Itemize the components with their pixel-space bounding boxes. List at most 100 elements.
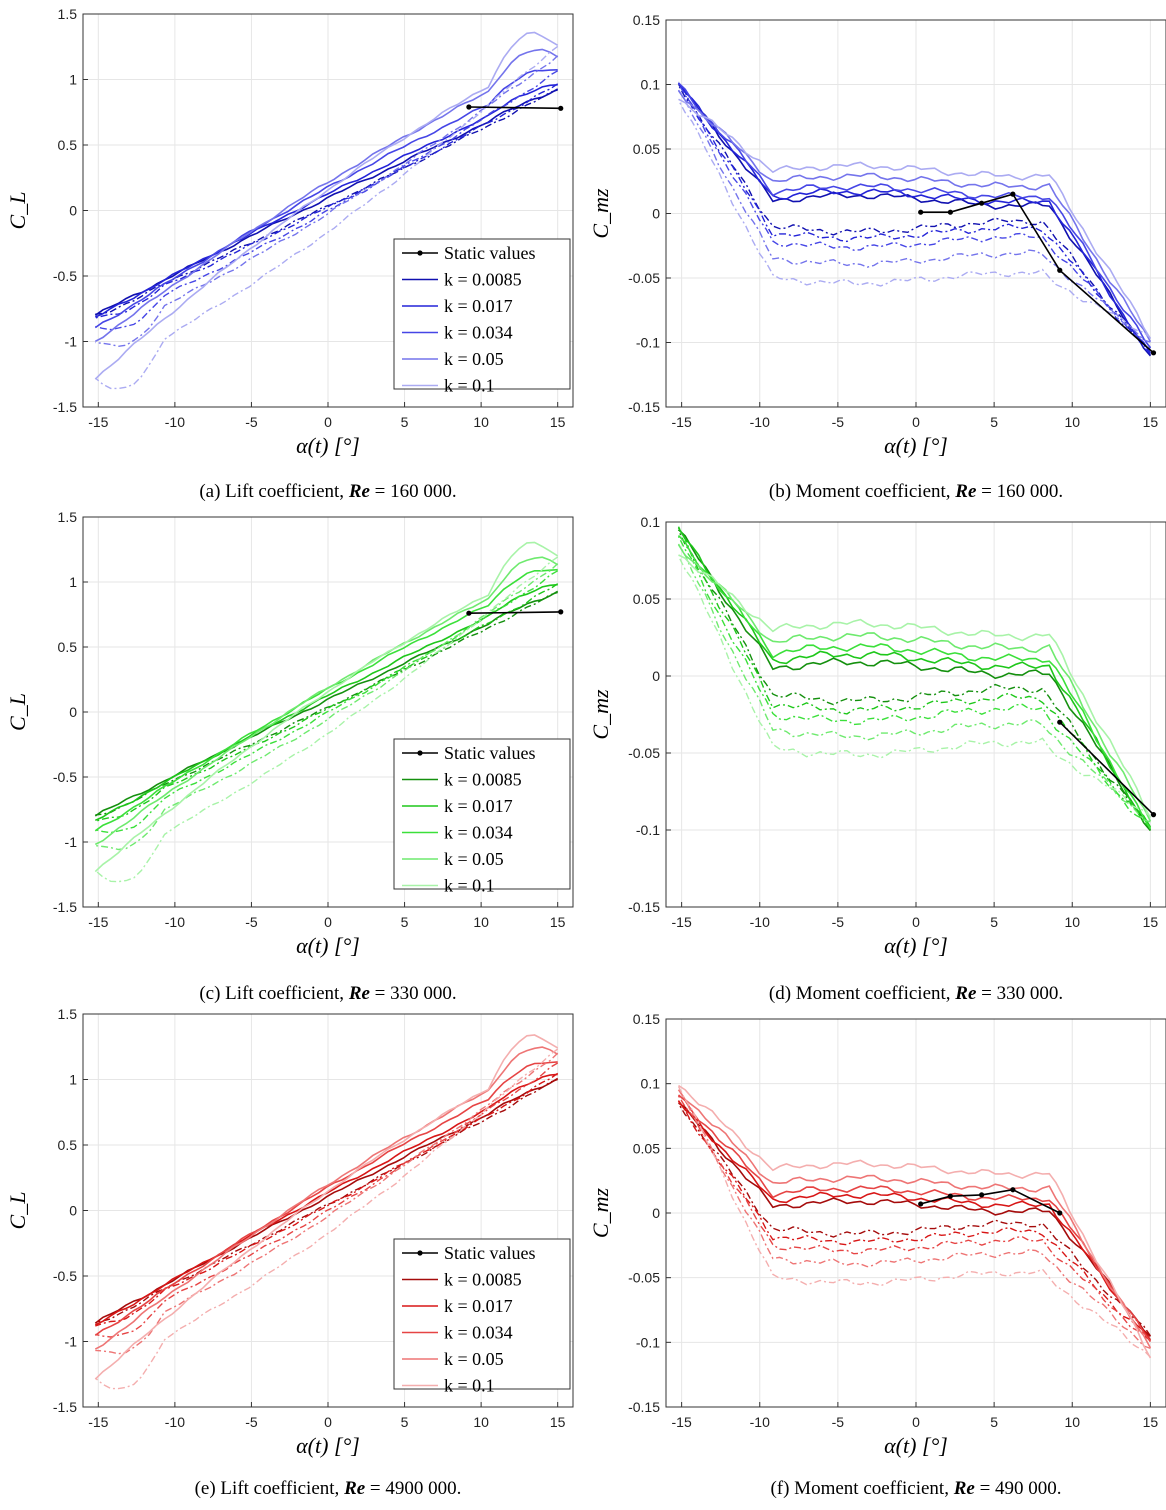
y-tick-label: -0.1 (636, 335, 660, 351)
series-group (677, 81, 1157, 357)
series-line-k5-downstroke (94, 1048, 559, 1390)
caption-a: (a) Lift coefficient, Re = 160 000. (199, 481, 457, 502)
legend: Static values k = 0.0085 k = 0.017 k = 0.03… (393, 1238, 571, 1396)
static-values-line (920, 193, 1155, 354)
x-tick-label: 15 (550, 914, 566, 930)
chart-panel-5: -15 -10 -5 0 5 10 15 -1.5 -1 -0.5 0 0.5 1 1.5 α(t) [°]… (5, 1006, 574, 1458)
series-line-k5-upstroke (94, 541, 559, 873)
static-point (979, 200, 985, 206)
series-line-k4-upstroke (94, 1046, 559, 1350)
y-tick-label: -0.15 (628, 399, 660, 415)
series-group (677, 1084, 1152, 1359)
y-tick-label: 1.5 (58, 6, 78, 22)
y-tick-label: 0 (652, 1205, 660, 1221)
x-tick-label: 0 (324, 1414, 332, 1430)
legend-box (393, 1238, 571, 1390)
y-tick-label: -1 (65, 334, 78, 350)
legend-label: k = 0.0085 (444, 1270, 522, 1290)
y-tick-label: 0 (69, 203, 77, 219)
y-tick-label: 0 (652, 668, 660, 684)
y-tick-label: 1.5 (58, 1006, 78, 1022)
caption-d: (d) Moment coefficient, Re = 330 000. (768, 983, 1064, 1004)
y-tick-label: 0.05 (633, 141, 660, 157)
y-tick-label: -0.05 (628, 1270, 660, 1286)
y-tick-label: -0.1 (636, 822, 660, 838)
static-point (1010, 191, 1016, 197)
series-line-k3-downstroke (677, 83, 1151, 348)
series-line-k3-downstroke (677, 1095, 1151, 1342)
series-line-k2-downstroke (95, 83, 559, 319)
series-line-k2-downstroke (677, 81, 1151, 355)
legend-label: k = 0.034 (444, 823, 513, 843)
series-line-k5-downstroke (677, 555, 1151, 818)
series-group (94, 1034, 559, 1390)
y-tick-label: 0.5 (58, 639, 78, 655)
series-line-k5-upstroke (94, 1034, 559, 1380)
static-values-line (468, 611, 561, 614)
series-line-k5-upstroke (94, 31, 559, 380)
y-tick-label: 1 (69, 72, 77, 88)
x-tick-label: 15 (550, 414, 566, 430)
series-line-k1-upstroke (94, 1077, 559, 1324)
y-tick-label: 0.5 (58, 137, 78, 153)
y-axis-label: C_L (5, 192, 30, 230)
y-tick-label: -0.5 (53, 1268, 77, 1284)
y-tick-label: -0.5 (53, 769, 77, 785)
static-point (1010, 1187, 1016, 1193)
x-tick-label: 0 (324, 914, 332, 930)
series-line-k1-downstroke (95, 591, 558, 816)
y-tick-label: 0.1 (641, 1076, 661, 1092)
static-values-line (1059, 721, 1155, 816)
series-line-k4-downstroke (95, 1052, 559, 1355)
x-tick-label: 10 (473, 414, 489, 430)
x-axis-label: α(t) [°] (296, 1433, 360, 1458)
y-axis-label: C_mz (588, 188, 613, 239)
series-line-k3-upstroke (677, 1094, 1152, 1343)
x-tick-label: 15 (1143, 914, 1159, 930)
y-tick-label: 0 (652, 206, 660, 222)
chart-panel-6: -15 -10 -5 0 5 10 15 -0.15 -0.1 -0.05 0 0.05 0.1 0.15… (588, 1011, 1166, 1458)
x-axis-label: α(t) [°] (884, 433, 948, 458)
y-tick-label: 0 (69, 704, 77, 720)
x-tick-label: -5 (245, 914, 258, 930)
static-point (1057, 1210, 1063, 1216)
static-point (558, 105, 564, 111)
legend: Static values k = 0.0085 k = 0.017 k = 0.03… (393, 238, 571, 396)
series-line-k4-downstroke (677, 1088, 1151, 1350)
legend-label: k = 0.1 (444, 1376, 495, 1396)
legend-marker (417, 750, 423, 756)
x-tick-label: -15 (88, 414, 108, 430)
x-tick-label: 10 (1064, 1414, 1080, 1430)
caption-c: (c) Lift coefficient, Re = 330 000. (199, 983, 457, 1004)
static-point (947, 209, 953, 215)
x-tick-label: 5 (990, 1414, 998, 1430)
chart-panel-2: -15 -10 -5 0 5 10 15 -0.15 -0.1 -0.05 0 0.05 0.1 0.15… (588, 12, 1166, 458)
legend-label: k = 0.017 (444, 296, 513, 316)
series-line-k4-upstroke (94, 48, 559, 343)
series-line-k5-upstroke (678, 554, 1152, 819)
series-line-k5-downstroke (677, 1086, 1151, 1358)
series-line-k4-downstroke (95, 563, 559, 851)
y-tick-label: 0.15 (633, 1011, 660, 1027)
y-tick-label: 1.5 (58, 509, 78, 525)
y-tick-label: -1.5 (53, 1399, 77, 1415)
series-line-k5-downstroke (677, 99, 1151, 339)
y-tick-label: -0.15 (628, 899, 660, 915)
x-tick-label: 5 (990, 414, 998, 430)
x-tick-label: 10 (473, 914, 489, 930)
legend-label: k = 0.1 (444, 876, 495, 896)
legend-label: k = 0.05 (444, 849, 504, 869)
static-point (466, 610, 472, 616)
series-line-k2-downstroke (677, 1100, 1151, 1342)
series-line-k5-upstroke (678, 98, 1152, 340)
chart-panel-4: -15 -10 -5 0 5 10 15 -0.15 -0.1 -0.05 0 0.05 0.1 α(t)… (588, 514, 1166, 958)
series-line-k3-downstroke (95, 70, 559, 331)
series-line-k5-upstroke (678, 1084, 1152, 1359)
static-point (1057, 267, 1063, 273)
x-tick-label: 0 (912, 1414, 920, 1430)
legend-label: k = 0.034 (444, 323, 513, 343)
x-tick-label: -5 (832, 914, 845, 930)
series-line-k4-upstroke (677, 1089, 1152, 1349)
series-line-k5-downstroke (94, 45, 559, 390)
